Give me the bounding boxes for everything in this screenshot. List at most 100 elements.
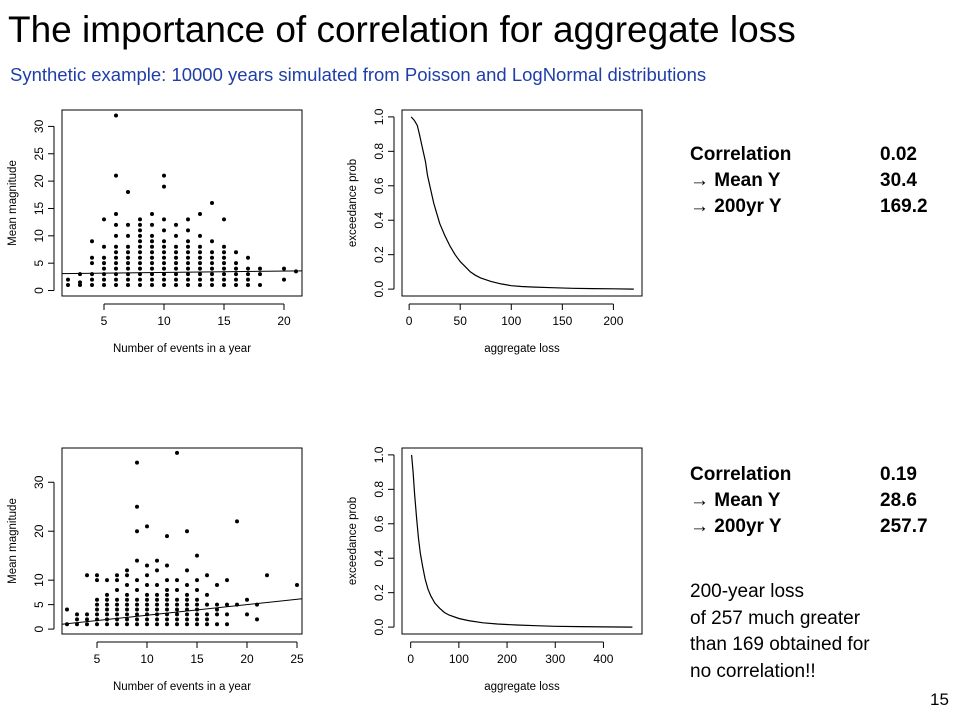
- data-point: [174, 244, 178, 249]
- data-point: [150, 211, 154, 216]
- data-point: [215, 612, 219, 617]
- data-point: [222, 261, 226, 266]
- data-point: [198, 283, 202, 288]
- data-point: [125, 612, 129, 617]
- data-point: [125, 583, 129, 588]
- data-point: [95, 607, 99, 612]
- data-point: [138, 222, 142, 227]
- data-point: [165, 597, 169, 602]
- data-point: [185, 602, 189, 607]
- data-point: [126, 222, 130, 227]
- data-point: [165, 578, 169, 583]
- data-point: [174, 222, 178, 227]
- data-point: [198, 261, 202, 266]
- data-point: [174, 266, 178, 271]
- y-tick-label: 25: [32, 147, 46, 161]
- data-point: [198, 211, 202, 216]
- data-point: [150, 233, 154, 238]
- data-point: [225, 602, 229, 607]
- data-point: [85, 622, 89, 627]
- note-line: of 257 much greater: [690, 607, 861, 629]
- data-point: [105, 592, 109, 597]
- stat-row: → 200yr Y 169.2: [690, 194, 928, 220]
- data-point: [195, 578, 199, 583]
- data-point: [246, 266, 250, 271]
- data-point: [165, 534, 169, 539]
- data-point: [175, 617, 179, 622]
- data-point: [125, 607, 129, 612]
- page-number: 15: [930, 690, 949, 709]
- data-point: [90, 261, 94, 266]
- x-tick-label: 100: [449, 652, 469, 666]
- plot-frame: [61, 109, 303, 297]
- data-point: [95, 573, 99, 578]
- data-point: [162, 239, 166, 244]
- data-point: [210, 272, 214, 277]
- data-point: [175, 612, 179, 617]
- plot-frame: [61, 447, 303, 635]
- slide-subtitle: Synthetic example: 10000 years simulated…: [10, 64, 707, 85]
- exceedance-plot-top: 0 50 100 150 200 0.0 0.2 0.4 0.6 0.8 1.0 aggregate …: [347, 108, 643, 355]
- data-point: [222, 272, 226, 277]
- data-point: [78, 283, 82, 288]
- data-point: [102, 261, 106, 266]
- data-point: [155, 583, 159, 588]
- data-point: [234, 277, 238, 282]
- stats-block-bottom: Correlation 0.19 → Mean Y 28.6 → 200yr Y 25…: [690, 462, 928, 540]
- data-point: [126, 190, 130, 195]
- data-point: [114, 266, 118, 271]
- data-point: [162, 217, 166, 222]
- data-point: [125, 573, 129, 578]
- data-point: [150, 222, 154, 227]
- data-point: [258, 272, 262, 277]
- data-point: [95, 622, 99, 627]
- y-tick-label: 30: [32, 119, 46, 133]
- data-point: [210, 277, 214, 282]
- data-point: [105, 602, 109, 607]
- data-point: [186, 255, 190, 260]
- data-point: [205, 617, 209, 622]
- data-point: [174, 250, 178, 255]
- data-point: [135, 529, 139, 534]
- y-tick-label: 0: [32, 287, 46, 294]
- data-point: [186, 261, 190, 266]
- data-point: [225, 622, 229, 627]
- data-point: [175, 597, 179, 602]
- y-axis-label: Mean magnitude: [7, 498, 19, 584]
- data-point: [165, 587, 169, 592]
- data-point: [222, 255, 226, 260]
- data-point: [145, 524, 149, 529]
- data-point: [145, 597, 149, 602]
- y-axis-label: Mean magnitude: [7, 160, 19, 246]
- data-point: [295, 583, 299, 588]
- data-point: [125, 568, 129, 573]
- data-point: [95, 612, 99, 617]
- data-point: [114, 233, 118, 238]
- stat-row: Correlation 0.19: [690, 462, 928, 488]
- data-point: [145, 592, 149, 597]
- data-point: [186, 283, 190, 288]
- x-tick-label: 15: [190, 652, 204, 666]
- y-axis-label: exceedance prob: [347, 159, 359, 247]
- data-point: [245, 612, 249, 617]
- data-point: [174, 261, 178, 266]
- data-point: [135, 622, 139, 627]
- data-point: [95, 602, 99, 607]
- x-tick-label: 0: [406, 314, 413, 328]
- data-point: [102, 217, 106, 222]
- data-point: [282, 266, 286, 271]
- data-point: [155, 597, 159, 602]
- regression-line: [61, 598, 303, 625]
- data-point: [162, 261, 166, 266]
- data-point: [78, 272, 82, 277]
- slide-title: The importance of correlation for aggreg…: [8, 9, 796, 50]
- data-point: [138, 277, 142, 282]
- data-point: [138, 244, 142, 249]
- data-point: [175, 587, 179, 592]
- note-line: 200-year loss: [690, 581, 805, 602]
- data-point: [165, 607, 169, 612]
- data-point: [195, 602, 199, 607]
- data-point: [105, 622, 109, 627]
- data-point: [215, 622, 219, 627]
- note-line: no correlation!!: [690, 660, 816, 682]
